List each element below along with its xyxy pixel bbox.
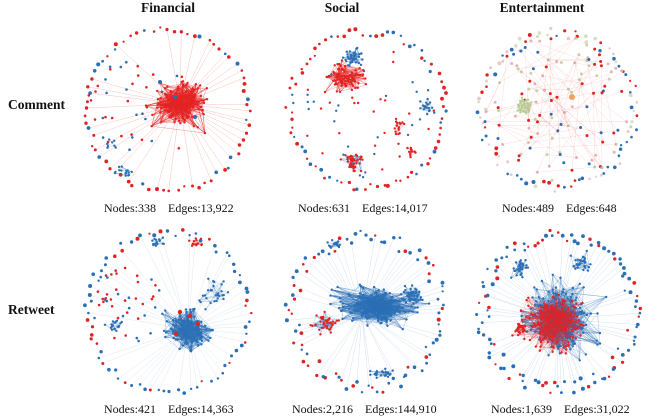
nodes-count: Nodes:489	[502, 201, 554, 215]
edges-count: Edges:13,922	[168, 201, 234, 215]
edges-count: Edges:14,363	[168, 402, 234, 416]
nodes-count: Nodes:1,639	[491, 402, 552, 416]
edges-count: Edges:648	[566, 201, 617, 215]
network-retweet-financial	[83, 228, 253, 395]
network-comment-financial	[83, 26, 252, 193]
network-comment-entertainment	[475, 26, 639, 193]
stats-comment-financial: Nodes:338 Edges:13,922	[104, 201, 234, 216]
edges-count: Edges:144,910	[365, 402, 437, 416]
stats-retweet-social: Nodes:2,216 Edges:144,910	[292, 402, 437, 417]
network-retweet-entertainment	[475, 228, 642, 395]
edges-count: Edges:14,017	[362, 201, 428, 215]
nodes-count: Nodes:338	[104, 201, 156, 215]
stats-retweet-financial: Nodes:421 Edges:14,363	[104, 402, 234, 417]
nodes-count: Nodes:421	[104, 402, 156, 416]
edges-count: Edges:31,022	[564, 402, 630, 416]
network-retweet-social	[283, 229, 445, 394]
row-label-retweet: Retweet	[8, 302, 55, 317]
stats-retweet-entertainment: Nodes:1,639 Edges:31,022	[491, 402, 630, 417]
network-comment-social	[284, 27, 448, 192]
column-title-entertainment: Entertainment	[499, 0, 585, 15]
nodes-count: Nodes:631	[298, 201, 350, 215]
nodes-count: Nodes:2,216	[292, 402, 353, 416]
column-title-social: Social	[324, 0, 360, 15]
row-label-comment: Comment	[8, 97, 65, 112]
stats-comment-entertainment: Nodes:489 Edges:648	[502, 201, 617, 216]
stats-comment-social: Nodes:631 Edges:14,017	[298, 201, 428, 216]
column-title-financial: Financial	[140, 0, 195, 15]
